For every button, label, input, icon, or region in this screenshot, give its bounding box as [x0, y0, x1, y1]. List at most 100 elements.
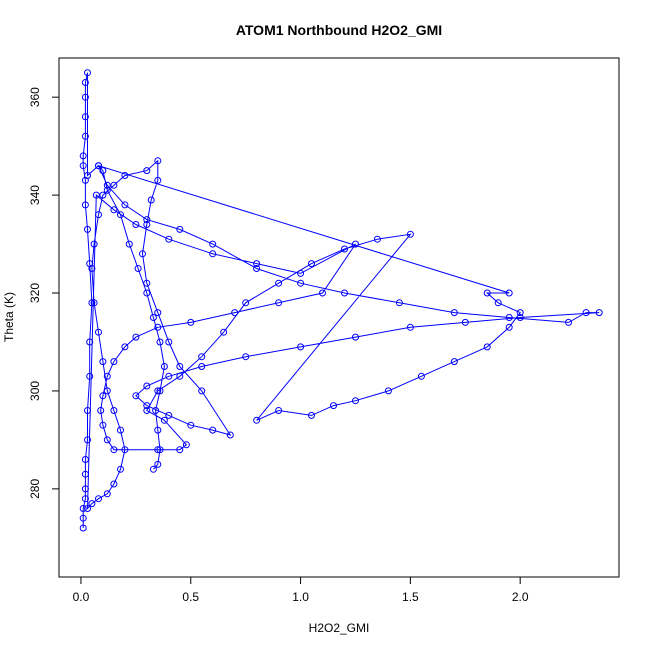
data-point — [505, 289, 513, 297]
data-point — [352, 240, 359, 248]
data-point — [450, 358, 458, 366]
data-point — [84, 407, 91, 414]
data-point — [95, 495, 102, 503]
data-point — [165, 372, 173, 380]
data-point — [226, 431, 234, 439]
chart-title: ATOM1 Northbound H2O2_GMI — [236, 22, 442, 38]
data-point — [483, 289, 491, 297]
data-point — [99, 358, 107, 366]
data-point — [103, 490, 111, 498]
data-point — [88, 299, 96, 307]
data-point — [110, 480, 118, 488]
data-point — [154, 176, 162, 184]
data-point — [461, 318, 469, 326]
data-point — [84, 505, 91, 512]
data-point — [81, 495, 89, 503]
data-point — [121, 446, 129, 454]
data-point — [117, 465, 124, 473]
data-point — [88, 500, 96, 508]
data-point — [121, 172, 129, 179]
data-point — [156, 338, 164, 346]
data-point — [516, 314, 524, 321]
data-point — [143, 216, 151, 224]
data-point — [90, 240, 98, 248]
data-point — [117, 426, 124, 434]
data-point — [95, 162, 102, 170]
data-point — [103, 181, 111, 189]
data-point — [99, 421, 107, 429]
data-point — [121, 201, 129, 209]
data-point — [81, 132, 89, 140]
data-point — [198, 387, 206, 395]
data-point — [209, 240, 217, 248]
data-point — [165, 411, 173, 419]
data-point — [117, 211, 124, 219]
x-axis-label: H2O2_GMI — [309, 621, 370, 635]
data-point — [125, 240, 133, 248]
data-point — [79, 505, 87, 512]
data-point — [99, 392, 107, 400]
data-point — [406, 230, 414, 238]
data-point — [275, 407, 283, 414]
data-point — [110, 407, 118, 414]
data-point — [160, 363, 168, 370]
data-point — [103, 387, 111, 395]
data-point — [384, 387, 392, 395]
data-point — [253, 416, 261, 424]
data-point — [121, 343, 129, 351]
data-point — [352, 397, 359, 405]
data-point — [143, 289, 151, 297]
y-tick-label: 340 — [28, 185, 42, 205]
data-point — [242, 299, 250, 307]
data-point — [90, 299, 98, 307]
data-point — [132, 392, 140, 400]
data-point — [417, 372, 425, 380]
data-point — [253, 265, 261, 272]
data-point — [81, 79, 89, 86]
data-point — [103, 372, 111, 380]
data-point — [154, 446, 162, 454]
data-point — [160, 416, 168, 424]
data-point — [182, 441, 190, 449]
data-point — [84, 436, 91, 444]
x-axis: 0.0 0.5 1.0 1.5 2.0 — [73, 577, 529, 604]
y-tick-label: 320 — [28, 283, 42, 303]
data-point — [81, 113, 89, 121]
data-point — [297, 269, 305, 277]
data-point — [143, 221, 151, 228]
data-point — [154, 387, 162, 395]
data-point — [165, 338, 173, 346]
data-point — [319, 289, 326, 297]
data-point — [92, 191, 100, 199]
data-point — [143, 382, 151, 390]
data-point — [154, 309, 162, 317]
y-tick-label: 280 — [28, 479, 42, 499]
data-point — [88, 265, 96, 272]
data-point — [595, 309, 603, 317]
data-point — [86, 372, 94, 380]
data-point — [220, 328, 228, 336]
data-point — [565, 318, 572, 326]
data-point — [505, 314, 513, 321]
data-point — [139, 250, 146, 258]
data-point — [143, 167, 151, 175]
data-point — [582, 309, 590, 317]
y-tick-label: 300 — [28, 381, 42, 401]
y-axis-label: Theta (K) — [2, 292, 16, 342]
data-point — [84, 225, 91, 233]
data-point — [253, 260, 261, 268]
data-point — [154, 323, 162, 331]
data-point — [373, 235, 381, 243]
data-point — [198, 353, 206, 361]
data-point — [352, 333, 359, 341]
data-point — [165, 235, 173, 243]
data-point — [147, 196, 155, 204]
data-point — [81, 93, 89, 101]
data-point — [132, 221, 140, 228]
x-tick-label: 0.0 — [73, 590, 90, 604]
x-tick-label: 0.5 — [182, 590, 199, 604]
data-point — [99, 167, 107, 175]
data-point — [79, 162, 87, 170]
x-tick-label: 1.5 — [402, 590, 419, 604]
data-point — [209, 426, 217, 434]
